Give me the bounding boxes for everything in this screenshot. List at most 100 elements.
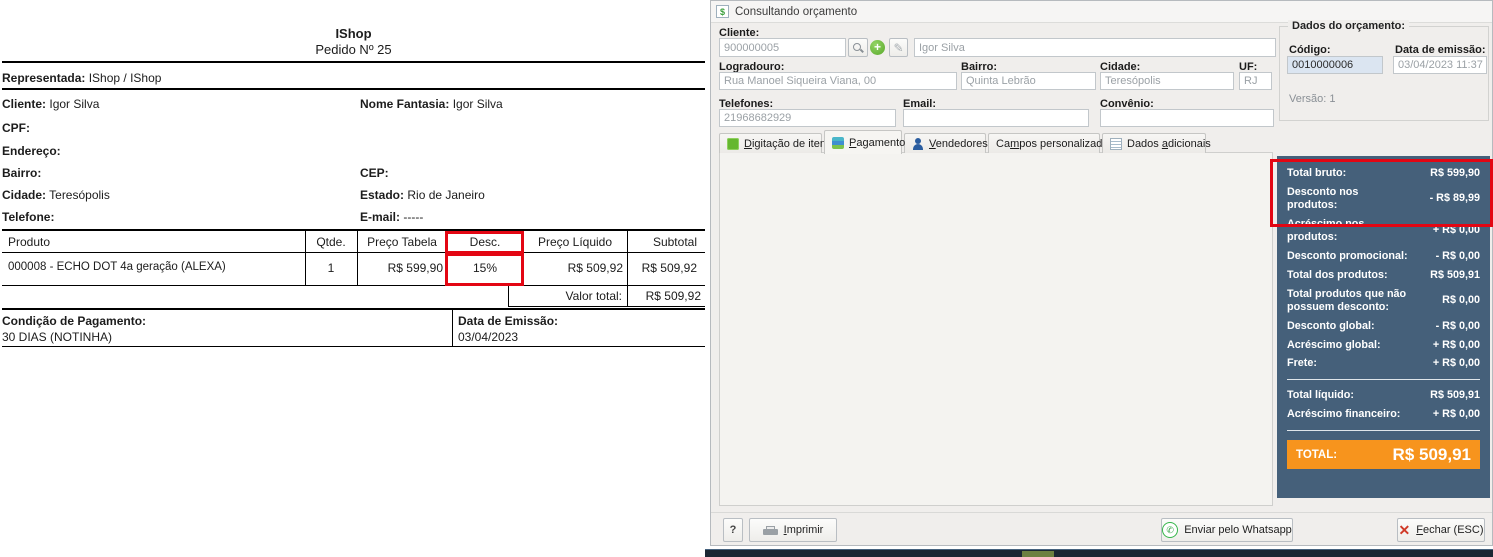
window-icon: $ <box>716 5 729 18</box>
tab-label: Pagamento <box>849 136 906 149</box>
condicao-label: Condição de Pagamento: <box>2 314 147 328</box>
uf-input[interactable]: RJ <box>1239 72 1272 90</box>
cidade-label: Cidade: <box>2 188 47 202</box>
valor-total-value: R$ 509,92 <box>627 286 705 307</box>
cidade-label: Cidade: <box>1100 61 1141 73</box>
representada-label: Representada: <box>2 71 86 85</box>
cep-label: CEP: <box>360 166 389 180</box>
tab-label: Campos personalizados <box>996 137 1115 150</box>
estado-value: Rio de Janeiro <box>407 188 485 202</box>
col-header-qtde: Qtde. <box>316 235 346 249</box>
doc-order-number: Pedido Nº 25 <box>315 42 392 57</box>
cliente-value: Igor Silva <box>49 97 100 111</box>
search-client-button[interactable] <box>848 38 868 57</box>
total-row: Frete: + R$ 0,00 <box>1287 357 1480 370</box>
cidade-value: Teresópolis <box>49 188 110 202</box>
total-row: Acréscimo nos produtos: + R$ 0,00 <box>1287 217 1480 243</box>
nome-fantasia-label: Nome Fantasia: <box>360 97 450 111</box>
person-icon <box>912 137 924 150</box>
uf-label: UF: <box>1239 61 1258 73</box>
search-icon <box>852 42 864 54</box>
bairro-label: Bairro: <box>2 166 42 180</box>
items-icon <box>727 137 739 150</box>
estado-label: Estado: <box>360 188 405 202</box>
fechar-button[interactable]: ✕ Fechar (ESC) <box>1397 518 1485 542</box>
imprimir-button[interactable]: Imprimir <box>749 518 837 542</box>
cell-desc: 15% <box>472 261 498 275</box>
column-line <box>357 229 358 285</box>
nome-fantasia-value: Igor Silva <box>452 97 503 111</box>
doc-representada: Representada: IShop / IShop <box>2 71 161 85</box>
email-input[interactable] <box>903 109 1089 127</box>
edit-client-button[interactable]: ✎ <box>889 38 908 57</box>
email-value: ----- <box>403 210 424 224</box>
tab-digitacao-de-itens[interactable]: Digitação de itens <box>719 133 831 153</box>
endereco-label: Endereço: <box>2 144 61 158</box>
total-row: Total dos produtos: R$ 509,91 <box>1287 268 1480 281</box>
help-button[interactable]: ? <box>723 518 743 542</box>
cidade-input[interactable]: Teresópolis <box>1100 72 1234 90</box>
cell-produto: 000008 - ECHO DOT 4a geração (ALEXA) <box>8 261 226 273</box>
condicao-value: 30 DIAS (NOTINHA) <box>2 330 113 344</box>
divider <box>1287 379 1480 381</box>
cpf-label: CPF: <box>2 121 30 135</box>
row-bottom-border <box>2 285 705 286</box>
codigo-input[interactable]: 0010000006 <box>1287 56 1383 74</box>
window-titlebar[interactable]: $ Consultando orçamento <box>711 1 1492 23</box>
divider <box>2 61 705 63</box>
col-header-preco-liquido: Preço Líquido <box>537 235 613 249</box>
logradouro-label: Logradouro: <box>719 61 785 73</box>
doc-title: IShop <box>335 26 372 41</box>
window-title: Consultando orçamento <box>735 5 858 18</box>
fechar-label: Fechar (ESC) <box>1416 524 1484 536</box>
whatsapp-label: Enviar pelo Whatsapp <box>1184 524 1292 536</box>
doc-email: E-mail: ----- <box>360 210 423 224</box>
tab-label: Digitação de itens <box>744 137 832 150</box>
doc-endereco: Endereço: <box>2 144 61 158</box>
column-line <box>627 229 628 285</box>
total-row: Total produtos que não possuem desconto:… <box>1287 287 1480 313</box>
column-line <box>452 310 453 346</box>
doc-telefone: Telefone: <box>2 210 54 224</box>
pencil-icon: ✎ <box>893 40 904 55</box>
emissao-value: 03/04/2023 <box>458 330 519 344</box>
plus-icon: + <box>870 40 885 55</box>
logradouro-input[interactable]: Rua Manoel Siqueira Viana, 00 <box>719 72 957 90</box>
tab-label: Vendedores <box>929 137 988 150</box>
col-header-preco-tabela: Preço Tabela <box>367 235 437 249</box>
whatsapp-icon: ✆ <box>1162 522 1179 538</box>
tab-pagamento[interactable]: Pagamento <box>824 130 906 154</box>
divider <box>2 308 705 310</box>
data-emissao-label: Data de emissão: <box>1395 44 1486 56</box>
convenio-input[interactable] <box>1100 109 1274 127</box>
cliente-label: Cliente: <box>719 27 760 39</box>
help-icon: ? <box>729 524 737 536</box>
telefones-input[interactable]: 21968682929 <box>719 109 896 127</box>
order-document: IShop Pedido Nº 25 Representada: IShop /… <box>0 0 707 557</box>
payment-icon <box>832 136 844 149</box>
total-row: Desconto nos produtos: - R$ 89,99 <box>1287 185 1480 211</box>
col-header-desc: Desc. <box>469 235 501 249</box>
cliente-code-input[interactable]: 900000005 <box>719 38 846 57</box>
whatsapp-button[interactable]: ✆ Enviar pelo Whatsapp <box>1161 518 1293 542</box>
bairro-input[interactable]: Quinta Lebrão <box>961 72 1096 90</box>
header-bottom-border <box>2 252 705 253</box>
telefones-label: Telefones: <box>719 98 774 110</box>
tab-vendedores[interactable]: Vendedores <box>904 133 988 153</box>
total-row: Desconto global: - R$ 0,00 <box>1287 319 1480 332</box>
column-line <box>305 229 306 285</box>
column-line <box>447 229 448 285</box>
cliente-name-input[interactable]: Igor Silva <box>914 38 1276 57</box>
tab-campos-personalizados[interactable]: Campos personalizados <box>988 133 1114 153</box>
bairro-label: Bairro: <box>961 61 998 73</box>
cliente-label: Cliente: <box>2 97 47 111</box>
divider <box>1287 430 1480 432</box>
divider <box>2 346 705 347</box>
grand-total-value: R$ 509,91 <box>1392 444 1471 464</box>
data-emissao-input[interactable]: 03/04/2023 11:37 <box>1393 56 1487 74</box>
add-client-button[interactable]: + <box>870 40 885 55</box>
total-row: Acréscimo financeiro: + R$ 0,00 <box>1287 408 1480 421</box>
tab-label: Dados adicionais <box>1127 137 1211 150</box>
tab-dados-adicionais[interactable]: Dados adicionais <box>1102 133 1211 153</box>
